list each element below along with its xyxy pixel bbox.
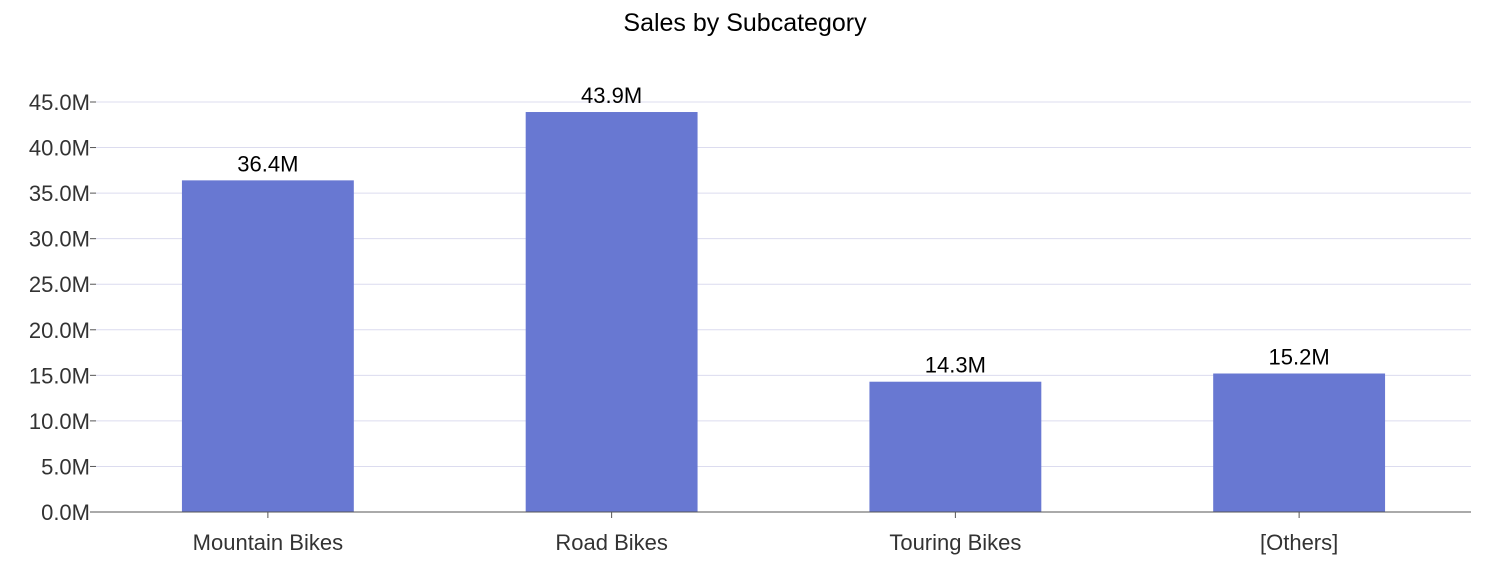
bar-road-bikes[interactable] — [525, 112, 698, 513]
bar-value-label: 36.4M — [237, 151, 298, 176]
y-tick-label: 40.0M — [29, 136, 90, 161]
y-tick-label: 10.0M — [29, 409, 90, 434]
y-tick-label: 25.0M — [29, 272, 90, 297]
y-tick-label: 20.0M — [29, 318, 90, 343]
bar-value-label: 15.2M — [1269, 345, 1330, 370]
bar-value-label: 14.3M — [925, 353, 986, 378]
x-axis-ticks: Mountain Bikes Road Bikes Touring Bikes [Ot… — [193, 512, 1338, 555]
y-tick-label: 30.0M — [29, 227, 90, 252]
y-axis-ticks: 0.0M 5.0M 10.0M 15.0M 20.0M 25.0M 30.0M 35.0M 40… — [29, 90, 96, 525]
y-tick-label: 0.0M — [41, 500, 90, 525]
bar-others[interactable] — [1213, 373, 1386, 512]
bars — [181, 112, 1386, 513]
chart-title: Sales by Subcategory — [623, 9, 867, 37]
y-tick-label: 15.0M — [29, 363, 90, 388]
x-tick-label: Touring Bikes — [889, 530, 1021, 555]
y-tick-label: 35.0M — [29, 181, 90, 206]
bar-touring-bikes[interactable] — [869, 381, 1042, 512]
bar-value-labels: 36.4M 43.9M 14.3M 15.2M — [237, 83, 1329, 378]
x-tick-label: [Others] — [1260, 530, 1338, 555]
y-tick-label: 5.0M — [41, 454, 90, 479]
bar-mountain-bikes[interactable] — [181, 180, 354, 512]
y-tick-label: 45.0M — [29, 90, 90, 115]
bar-value-label: 43.9M — [581, 83, 642, 108]
x-tick-label: Mountain Bikes — [193, 530, 343, 555]
x-tick-label: Road Bikes — [555, 530, 668, 555]
